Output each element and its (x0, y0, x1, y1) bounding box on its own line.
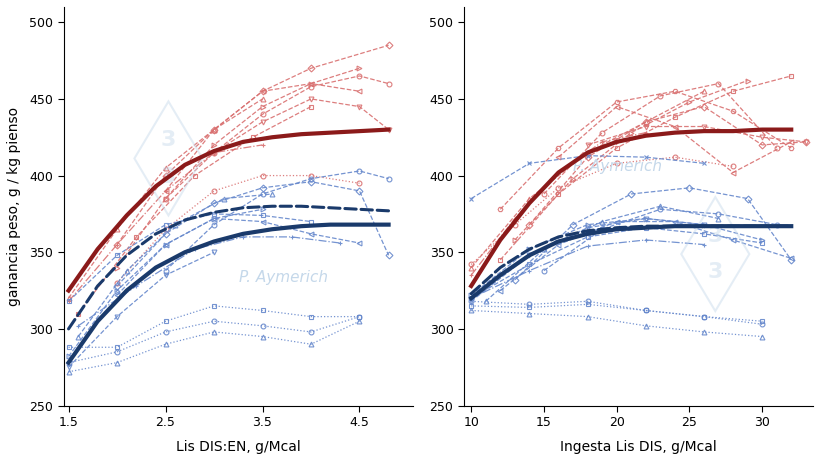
Text: 3: 3 (707, 262, 722, 282)
Text: 3: 3 (161, 166, 176, 187)
Text: P. Aymerich: P. Aymerich (572, 159, 661, 174)
X-axis label: Lis DIS:EN, g/Mcal: Lis DIS:EN, g/Mcal (175, 440, 301, 454)
Text: P. Aymerich: P. Aymerich (239, 271, 328, 285)
Text: 3: 3 (161, 130, 176, 150)
Y-axis label: ganancia peso, g / kg pienso: ganancia peso, g / kg pienso (7, 106, 21, 306)
Text: 3: 3 (707, 226, 722, 246)
X-axis label: Ingesta Lis DIS, g/Mcal: Ingesta Lis DIS, g/Mcal (559, 440, 716, 454)
